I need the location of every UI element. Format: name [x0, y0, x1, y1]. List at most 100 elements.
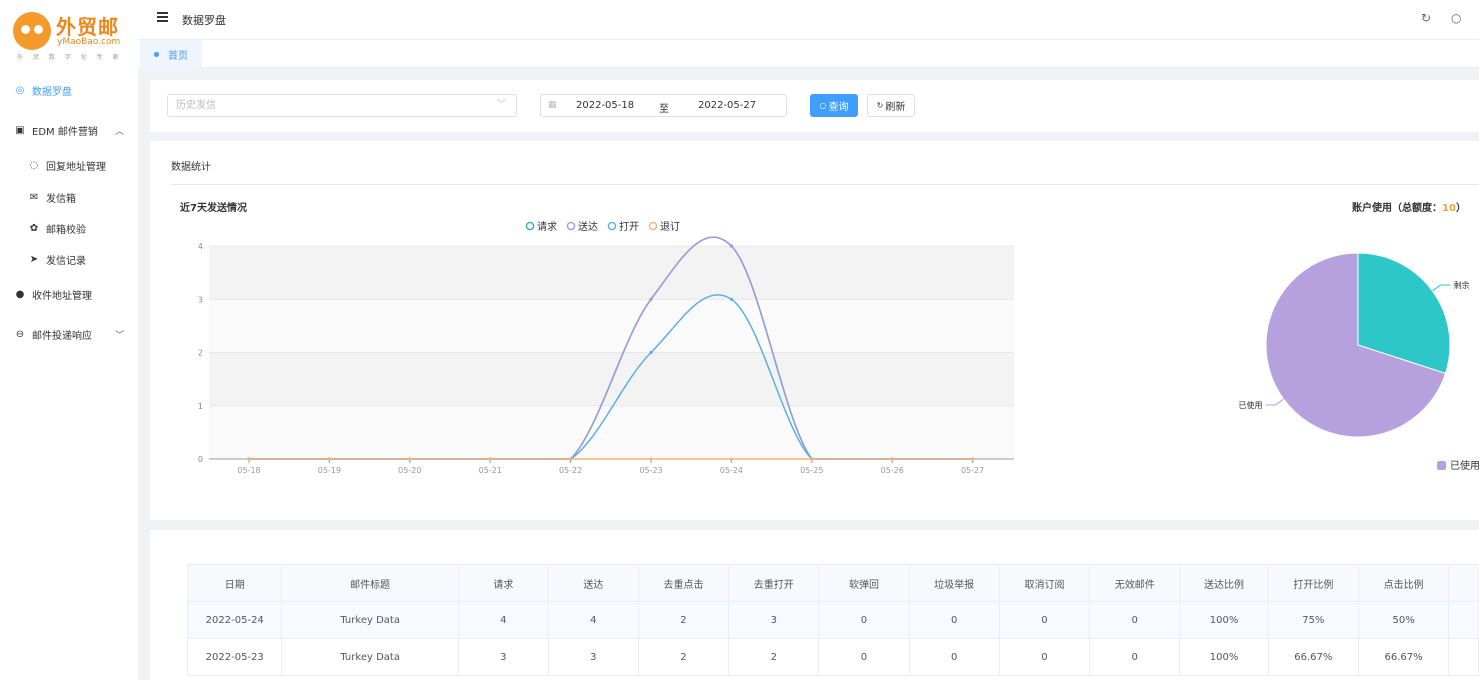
legend-marker — [607, 221, 617, 231]
column-header: 打开比例 — [1267, 564, 1359, 602]
data-point[interactable] — [488, 457, 492, 461]
search-icon[interactable]: ○ — [1451, 11, 1462, 25]
legend-label: 已使用 — [1450, 459, 1479, 472]
pie-slice-label: 剩余 — [1454, 280, 1470, 290]
table-row[interactable]: 2022-05-23 Turkey Data 3 3 2 2 0 0 0 0 100% 66.67% 6… — [186, 638, 1479, 676]
data-point[interactable] — [971, 457, 975, 461]
table-cell: 2022-05-23 — [186, 638, 283, 676]
sidebar-item-delivery-response[interactable]: ⊖ 邮件投递响应 ﹀ — [0, 322, 138, 346]
data-point[interactable] — [649, 297, 653, 301]
brand-logo[interactable]: 外贸邮 yMaoBao.com 外 贸 数 字 化 专 家 — [13, 10, 128, 62]
legend-item-opened[interactable]: 打开 — [607, 220, 639, 233]
x-tick-label: 05-25 — [800, 466, 823, 475]
x-tick-label: 05-20 — [398, 466, 421, 475]
sidebar-item-outbox[interactable]: ✉ 发信箱 — [0, 185, 138, 209]
column-header: 日期 — [186, 564, 283, 602]
refresh-icon: ↻ — [876, 101, 884, 110]
x-tick-label: 05-24 — [720, 466, 743, 475]
sidebar-item-reply-address[interactable]: ◌ 回复地址管理 — [0, 153, 138, 177]
sidebar-item-data-compass[interactable]: ◎ 数据罗盘 — [0, 78, 138, 102]
y-tick-label: 0 — [198, 455, 203, 464]
y-tick-label: 3 — [198, 295, 203, 304]
pie-title-prefix: 账户使用（总额度： — [1352, 201, 1442, 214]
history-send-select[interactable]: 历史发信 ﹀ — [167, 94, 517, 117]
legend-item-request[interactable]: 请求 — [525, 220, 557, 233]
calendar-icon: ▦ — [548, 100, 557, 110]
grid-band — [209, 299, 1014, 353]
legend-item-unsubscribed[interactable]: 退订 — [648, 221, 680, 233]
pie-title-total: 10 — [1442, 203, 1456, 214]
pie-slice-remaining[interactable] — [1357, 252, 1451, 375]
table-row[interactable]: 2022-05-24 Turkey Data 4 4 2 3 0 0 0 0 100% 75% 50% — [186, 601, 1479, 639]
table-cell: 0 — [818, 601, 910, 639]
data-point[interactable] — [327, 457, 331, 461]
top-header: 数据罗盘 ↻ ○ — [138, 0, 1479, 40]
sidebar-item-send-records[interactable]: ➤ 发信记录 — [0, 247, 138, 271]
data-point[interactable] — [649, 457, 653, 461]
column-header: 取消订阅 — [998, 564, 1091, 602]
column-header: 软弹回 — [818, 564, 910, 602]
grid-band — [209, 246, 1014, 300]
monkey-logo-icon — [13, 12, 51, 50]
pie-legend-item[interactable]: 已使用 — [1437, 459, 1479, 472]
refresh-button[interactable]: ↻ 刷新 — [867, 94, 915, 117]
sidebar-item-recipients[interactable]: ● 收件地址管理 — [0, 282, 138, 306]
sidebar-item-label: EDM 邮件营销 — [32, 126, 98, 138]
data-point[interactable] — [247, 457, 251, 461]
tab-home[interactable]: 首页 — [140, 40, 202, 68]
table-cell: Turkey Data — [281, 601, 459, 639]
table-cell: 3 — [547, 638, 639, 676]
data-point[interactable] — [729, 297, 734, 301]
pie-slice-label: 已使用 — [1238, 400, 1262, 410]
sidebar-item-label: 数据罗盘 — [32, 86, 72, 98]
data-point[interactable] — [569, 457, 573, 461]
pie-label-line — [1265, 398, 1284, 406]
column-header: 邮件标题 — [281, 564, 459, 602]
query-button[interactable]: ○ 查询 — [810, 94, 858, 117]
table-cell: 50% — [1357, 601, 1450, 639]
data-point[interactable] — [890, 457, 894, 461]
sidebar-item-label: 收件地址管理 — [32, 290, 92, 302]
pie-chart: 账户使用（总额度：10）剩余已使用已使用剩余 — [1238, 201, 1479, 472]
data-point[interactable] — [408, 457, 412, 461]
column-header: 垃圾举报 — [908, 564, 1000, 602]
date-start[interactable]: 2022-05-18 — [576, 100, 635, 111]
date-range-picker[interactable]: ▦ 2022-05-18 至 2022-05-27 — [540, 94, 787, 117]
legend-item-delivered[interactable]: 送达 — [566, 220, 598, 233]
table-cell: 100% — [1179, 638, 1269, 676]
tab-label: 首页 — [168, 50, 188, 62]
column-header: 去重点击 — [637, 564, 730, 602]
page-title: 数据罗盘 — [182, 14, 226, 27]
menu-toggle-icon[interactable] — [157, 12, 168, 22]
refresh-icon[interactable]: ↻ — [1421, 11, 1432, 25]
select-placeholder: 历史发信 — [176, 100, 216, 111]
date-end[interactable]: 2022-05-27 — [698, 100, 757, 111]
chevron-down-icon: ﹀ — [496, 100, 506, 110]
data-point[interactable] — [729, 457, 734, 461]
data-point[interactable] — [810, 457, 814, 461]
send-icon: ➤ — [29, 253, 39, 265]
line-chart: 近7天发送情况 0 1 2 3 4 05-18 05-19 05-20 05-21 05-22 05-… — [180, 201, 1014, 475]
divider — [171, 184, 1479, 185]
column-header: 送达 — [547, 564, 639, 602]
data-point[interactable] — [729, 244, 734, 248]
table-cell: 2 — [637, 638, 730, 676]
sidebar-item-label: 发信箱 — [46, 193, 76, 205]
table-cell: 0 — [998, 638, 1091, 676]
table-cell: 75% — [1267, 601, 1359, 639]
y-tick-label: 2 — [198, 349, 203, 358]
sidebar-item-edm[interactable]: ▣ EDM 邮件营销 ︿ — [0, 118, 138, 142]
table-cell: 3 — [457, 638, 549, 676]
gear-icon: ✿ — [29, 222, 39, 234]
table-cell: 66.67% — [1267, 638, 1359, 676]
mail-icon: ✉ — [29, 191, 39, 203]
pie-slice-used[interactable] — [1265, 252, 1447, 438]
legend-marker — [566, 221, 576, 231]
table-cell: Turkey Data — [281, 638, 459, 676]
data-point[interactable] — [649, 350, 653, 355]
sidebar-item-label: 回复地址管理 — [46, 161, 106, 173]
sidebar-item-mailbox-check[interactable]: ✿ 邮箱校验 — [0, 216, 138, 240]
pie-title-suffix: ） — [1456, 201, 1466, 214]
sidebar-item-label: 邮箱校验 — [46, 224, 86, 236]
legend-label: 打开 — [619, 220, 639, 233]
